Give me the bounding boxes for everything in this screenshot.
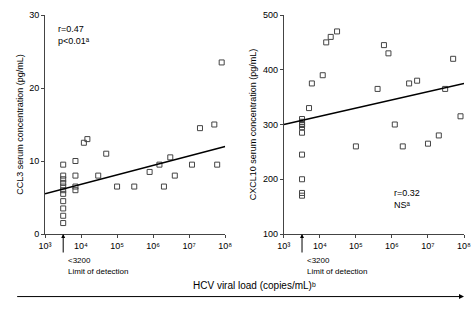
svg-text:500: 500 — [263, 10, 278, 20]
svg-text:100: 100 — [263, 229, 278, 239]
svg-text:10⁸: 10⁸ — [218, 241, 232, 251]
svg-text:CXCL10 serum concentration (pg: CXCL10 serum concentration (pg/mL) — [248, 49, 258, 201]
svg-text:10⁶: 10⁶ — [146, 241, 160, 251]
svg-text:20: 20 — [29, 83, 39, 93]
svg-text:10⁶: 10⁶ — [385, 241, 399, 251]
svg-text:10³: 10³ — [277, 241, 290, 251]
svg-text:10⁵: 10⁵ — [110, 241, 124, 251]
svg-text:10⁷: 10⁷ — [421, 241, 434, 251]
svg-text:10³: 10³ — [38, 241, 51, 251]
svg-text:300: 300 — [263, 120, 278, 130]
svg-text:10⁵: 10⁵ — [349, 241, 363, 251]
svg-text:200: 200 — [263, 174, 278, 184]
svg-text:0: 0 — [34, 229, 39, 239]
svg-text:10⁷: 10⁷ — [182, 241, 195, 251]
svg-text:10⁴: 10⁴ — [313, 241, 327, 251]
svg-text:<3200: <3200 — [307, 256, 330, 265]
svg-text:Limit of detection: Limit of detection — [307, 267, 367, 276]
svg-text:HCV viral load (copies/mL)ᵇ: HCV viral load (copies/mL)ᵇ — [193, 280, 316, 291]
svg-text:<3200: <3200 — [68, 256, 91, 265]
svg-text:400: 400 — [263, 65, 278, 75]
svg-text:r=0.47p<0.01ᵃ: r=0.47p<0.01ᵃ — [58, 24, 90, 46]
svg-text:10: 10 — [29, 156, 39, 166]
svg-text:CCL3 serum concentration (pg/m: CCL3 serum concentration (pg/mL) — [15, 54, 25, 195]
svg-text:r=0.32NSᵃ: r=0.32NSᵃ — [394, 188, 420, 210]
svg-text:10⁴: 10⁴ — [74, 241, 88, 251]
svg-text:30: 30 — [29, 10, 39, 20]
svg-text:Limit of detection: Limit of detection — [68, 267, 128, 276]
svg-text:10⁸: 10⁸ — [457, 241, 471, 251]
